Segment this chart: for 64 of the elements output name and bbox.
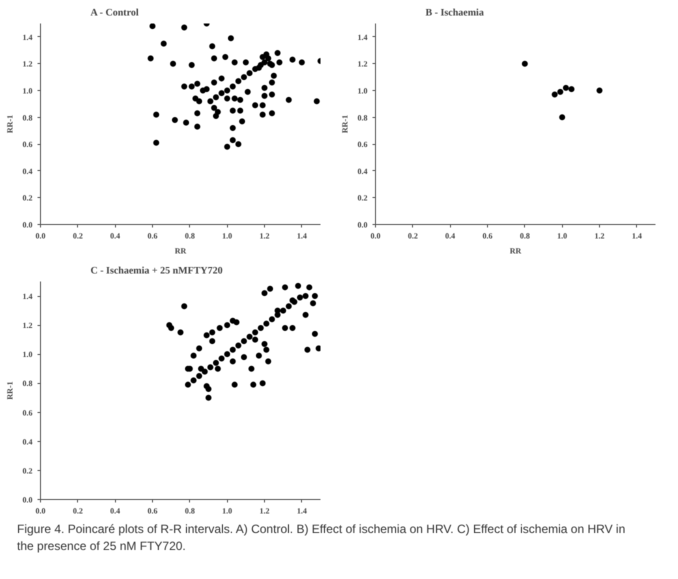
y-tick-label: 1.0 xyxy=(22,350,32,360)
y-tick-label: 1.0 xyxy=(22,86,32,96)
x-tick-label: 0.4 xyxy=(445,232,456,240)
y-tick-label: 1.4 xyxy=(22,292,32,302)
point xyxy=(522,60,528,67)
y-tick-label: 0.8 xyxy=(22,113,32,122)
chart-title: C - Ischaemia + 25 nMFTY720 xyxy=(90,266,223,276)
y-tick-label: 0.0 xyxy=(22,220,32,230)
y-tick-label: 1.2 xyxy=(358,60,368,69)
x-tick-label: 0.0 xyxy=(370,232,380,240)
x-tick-label: 1.0 xyxy=(222,232,232,240)
y-tick-label: 0.0 xyxy=(22,496,32,504)
x-tick-label: 0.8 xyxy=(184,232,195,240)
y-tick-label: 0.2 xyxy=(22,194,32,203)
y-tick-label: 0.4 xyxy=(358,166,368,176)
x-tick-label: 0.4 xyxy=(110,506,120,516)
x-axis-title: RR xyxy=(174,246,186,256)
x-tick-label: 1.2 xyxy=(594,232,604,240)
y-tick-label: 1.2 xyxy=(22,321,32,330)
point xyxy=(557,88,564,95)
y-tick-label: 0.4 xyxy=(22,166,32,176)
y-tick-label: 0.0 xyxy=(358,220,368,230)
y-tick-label: 0.6 xyxy=(358,140,368,150)
y-tick-label: 1.4 xyxy=(22,32,32,42)
chart-title: B - Ischaemia xyxy=(426,8,484,18)
x-tick-label: 0.2 xyxy=(408,232,418,240)
x-tick-label: 1.2 xyxy=(260,506,270,516)
chart-title: A - Control xyxy=(90,8,139,18)
y-tick-label: 1.4 xyxy=(358,32,368,42)
x-tick-label: 0.2 xyxy=(72,232,83,240)
y-tick-label: 1.0 xyxy=(358,86,368,96)
point xyxy=(568,86,574,92)
y-axis-title: RR-1 xyxy=(6,114,14,134)
point xyxy=(552,92,558,98)
y-tick-label: 0.2 xyxy=(22,466,32,476)
x-tick-label: 1.4 xyxy=(296,232,307,240)
x-tick-label: 0.2 xyxy=(72,506,83,516)
y-tick-label: 0.4 xyxy=(22,437,32,446)
x-tick-label: 0.6 xyxy=(148,506,158,516)
y-tick-label: 0.8 xyxy=(22,379,32,388)
x-tick-label: 1.4 xyxy=(632,232,642,240)
x-tick-label: 0.8 xyxy=(184,506,195,516)
y-tick-label: 0.6 xyxy=(22,140,32,150)
y-tick-label: 0.6 xyxy=(22,408,32,418)
y-tick-label: 0.8 xyxy=(358,113,368,122)
x-tick-label: 0.6 xyxy=(482,232,492,240)
x-tick-label: 0.6 xyxy=(148,232,158,240)
y-axis-title: RR-1 xyxy=(6,381,14,400)
x-tick-label: 1.0 xyxy=(557,232,568,240)
y-tick-label: 0.2 xyxy=(358,194,368,203)
y-tick-label: 1.2 xyxy=(22,60,32,69)
x-tick-label: 0.4 xyxy=(110,232,120,240)
point xyxy=(596,88,602,94)
x-tick-label: 1.4 xyxy=(296,506,307,516)
x-tick-label: 0.0 xyxy=(36,232,46,240)
x-tick-label: 0.8 xyxy=(520,232,530,240)
y-axis-title: RR-1 xyxy=(340,114,350,134)
x-tick-label: 1.2 xyxy=(260,232,270,240)
caption: Figure 4. Poincaré plots of R-R intervals. A) Control. B) Effect of ischemia on HRV. C) Effect of ischemia on HRV in the presence of 25 nM FTY720. xyxy=(17,521,626,556)
x-tick-label: 0.0 xyxy=(36,506,46,516)
x-axis-title: RR xyxy=(510,246,522,256)
point xyxy=(562,84,569,91)
x-tick-label: 1.0 xyxy=(222,506,232,516)
point xyxy=(559,114,566,120)
